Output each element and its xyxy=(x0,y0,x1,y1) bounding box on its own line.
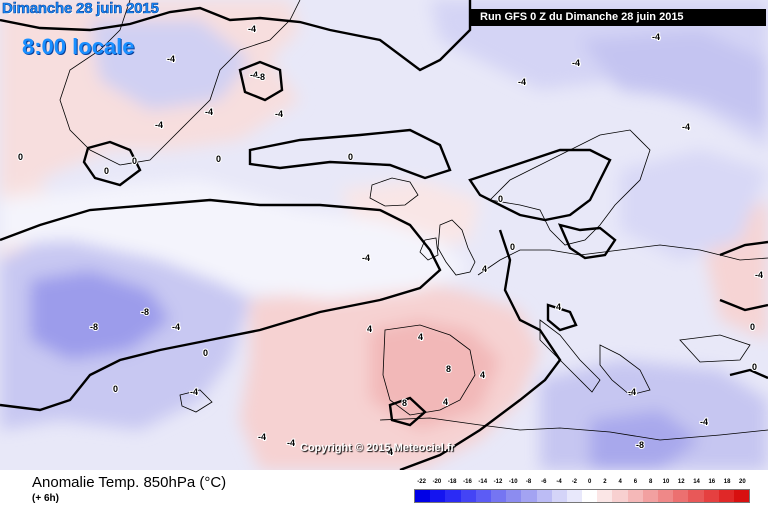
contour-label: -8 xyxy=(141,307,149,317)
contour-label: -4 xyxy=(700,417,708,427)
scale-swatch xyxy=(566,490,583,502)
scale-swatch xyxy=(718,490,734,502)
contour-label: 8 xyxy=(446,364,451,374)
scale-tick-label: -22 xyxy=(417,479,426,485)
scale-tick-label: 18 xyxy=(723,479,731,485)
contour-label: 4 xyxy=(443,397,448,407)
contour-label: 0 xyxy=(752,362,757,372)
scale-tick-label: 10 xyxy=(662,479,670,485)
contour-label: -4 xyxy=(572,58,580,68)
scale-swatch xyxy=(658,490,674,502)
scale-swatch xyxy=(551,490,567,502)
contour-labels: -4-4-4-4-4-4-4-4-4-4-4-4-4-4-4-4-4-4-8-8… xyxy=(17,23,764,458)
scale-tick-label: -14 xyxy=(478,479,488,485)
forecast-time: 8:00 locale xyxy=(22,34,135,59)
weather-map: -4-4-4-4-4-4-4-4-4-4-4-4-4-4-4-4-4-4-8-8… xyxy=(0,0,768,470)
scale-swatch xyxy=(475,490,491,502)
scale-swatch xyxy=(627,490,643,502)
copyright-watermark: Copyright © 2015 Meteociel.fr xyxy=(300,442,455,454)
scale-tick-label: -18 xyxy=(447,479,457,485)
scale-tick-label: -16 xyxy=(463,479,472,485)
scale-swatch xyxy=(703,490,719,502)
scale-tick-label: 14 xyxy=(693,479,700,485)
contour-label: -4 xyxy=(190,387,198,397)
scale-tick-label: 12 xyxy=(677,479,685,485)
contour-label: -4 xyxy=(258,432,266,442)
contour-label: -4 xyxy=(518,77,526,87)
run-info: Run GFS 0 Z du Dimanche 28 juin 2015 xyxy=(470,9,766,26)
scale-swatch xyxy=(521,490,537,502)
contour-label: 0 xyxy=(203,348,208,358)
contour-label: 0 xyxy=(18,152,23,162)
contour-label: 0 xyxy=(113,384,118,394)
contour-label: 4 xyxy=(367,324,372,334)
contour-label: 4 xyxy=(480,370,485,380)
color-scale-bar xyxy=(414,489,750,503)
contour-label: -4 xyxy=(172,322,180,332)
scale-swatch xyxy=(490,490,507,502)
contour-label: 4 xyxy=(388,447,393,457)
contour-label: 0 xyxy=(104,166,109,176)
scale-swatch xyxy=(415,490,431,502)
contour-label: -4 xyxy=(275,109,283,119)
contour-label: -8 xyxy=(257,72,265,82)
contour-label: -4 xyxy=(652,32,660,42)
forecast-step: (+ 6h) xyxy=(32,493,59,504)
contour-label: -4 xyxy=(755,270,763,280)
scale-tick-label: -6 xyxy=(541,479,547,485)
scale-tick-label: 8 xyxy=(649,479,653,485)
contour-label: 4 xyxy=(418,332,423,342)
contour-label: -4 xyxy=(362,253,370,263)
scale-swatch xyxy=(733,490,750,502)
contour-label: -4 xyxy=(155,120,163,130)
scale-swatch xyxy=(582,490,598,502)
scale-swatch xyxy=(673,490,689,502)
scale-tick-label: -2 xyxy=(571,479,578,485)
variable-title: Anomalie Temp. 850hPa (°C) xyxy=(32,474,227,491)
scale-tick-label: -20 xyxy=(432,479,442,485)
scale-tick-label: 4 xyxy=(618,479,622,485)
scale-tick-label: 6 xyxy=(633,479,638,485)
scale-swatch xyxy=(612,490,628,502)
contour-label: 8 xyxy=(402,398,407,408)
zero-contour-lines xyxy=(0,0,768,470)
contour-label: 0 xyxy=(348,152,353,162)
contour-label: -4 xyxy=(248,24,256,34)
scale-swatch xyxy=(642,490,658,502)
color-scale-labels: -22 -20 -18 -16 -14 -12 -10 -8 -6 -4 -2 0 2 4 6 8 10 12 14… xyxy=(414,479,750,489)
scale-swatch xyxy=(688,490,704,502)
scale-tick-label: -10 xyxy=(508,479,518,485)
contour-label: -8 xyxy=(636,440,644,450)
contour-label: -4 xyxy=(287,438,295,448)
scale-swatch xyxy=(430,490,446,502)
contour-label: 0 xyxy=(510,242,515,252)
scale-tick-label: 20 xyxy=(739,479,746,485)
scale-tick-label: 16 xyxy=(708,479,716,485)
forecast-date: Dimanche 28 juin 2015 xyxy=(2,0,160,17)
contour-label: 0 xyxy=(498,194,503,204)
contour-label: 0 xyxy=(750,322,755,332)
contour-label: -4 xyxy=(205,107,213,117)
contour-label: -8 xyxy=(90,322,98,332)
scale-swatch xyxy=(460,490,476,502)
contour-label: 0 xyxy=(132,156,137,166)
contour-label: 4 xyxy=(482,264,487,274)
scale-tick-label: -4 xyxy=(556,479,562,485)
scale-tick-label: -12 xyxy=(493,479,503,485)
scale-tick-label: 0 xyxy=(587,479,592,485)
contour-label: 4 xyxy=(556,302,561,312)
scale-tick-label: 2 xyxy=(603,479,607,485)
anomaly-shading xyxy=(0,0,768,470)
scale-swatch xyxy=(536,490,552,502)
scale-swatch xyxy=(597,490,613,502)
contour-label: -4 xyxy=(682,122,690,132)
scale-swatch xyxy=(506,490,522,502)
contour-label: 0 xyxy=(216,154,221,164)
contour-label: -4 xyxy=(250,70,258,80)
scale-tick-label: -8 xyxy=(525,479,532,485)
scale-swatch xyxy=(445,490,461,502)
contour-label: -4 xyxy=(167,54,175,64)
contour-label: -4 xyxy=(628,387,636,397)
